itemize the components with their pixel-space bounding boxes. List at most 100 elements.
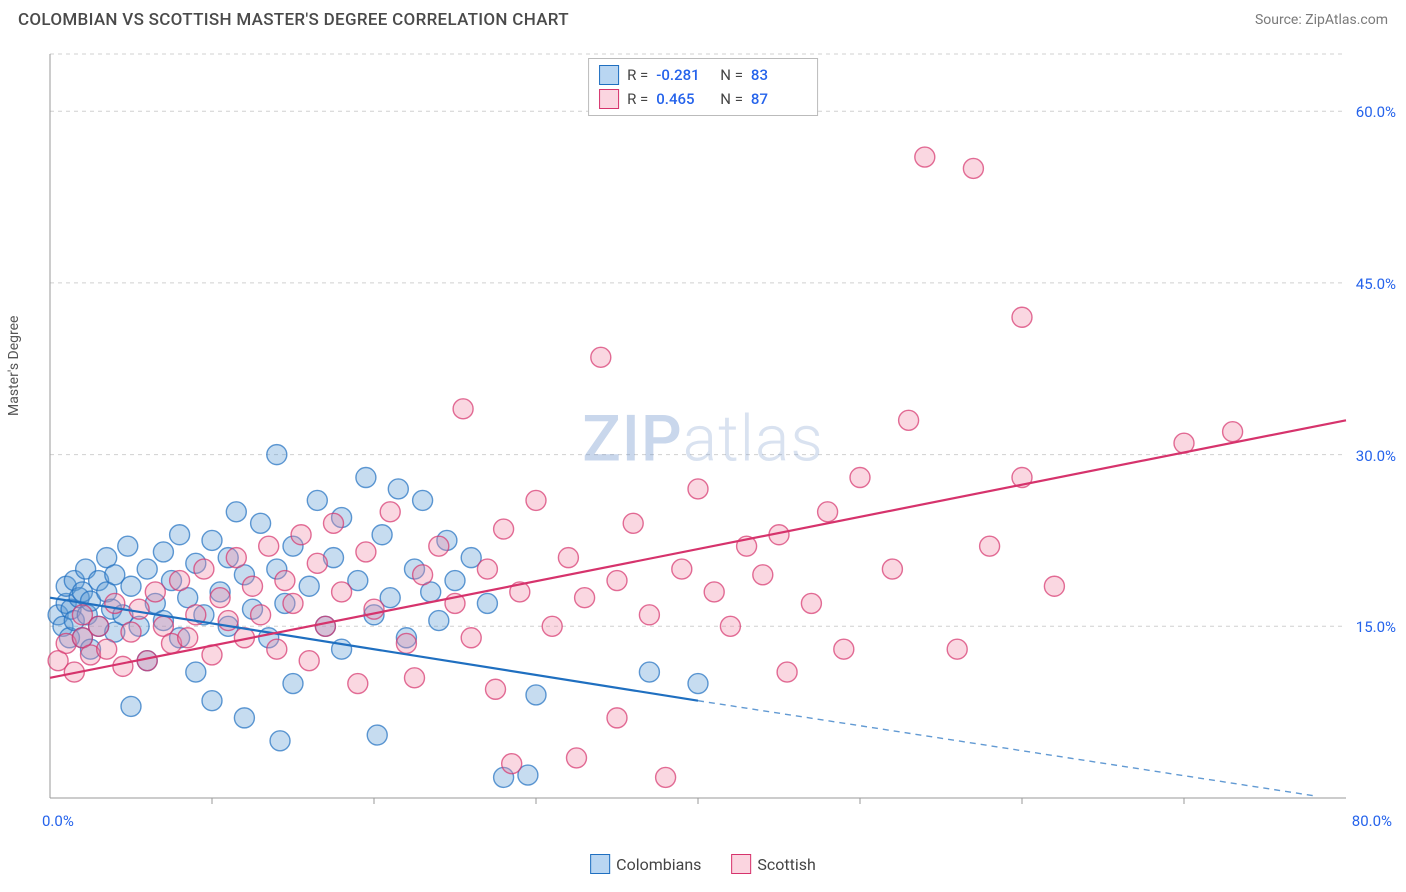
stats-legend: R =-0.281N =83R =0.465N =87 [588, 58, 818, 116]
data-point [145, 582, 165, 602]
data-point [129, 599, 149, 619]
chart-container: Master's Degree ZIPatlas R =-0.281N =83R… [0, 36, 1406, 876]
chart-header: COLOMBIAN VS SCOTTISH MASTER'S DEGREE CO… [0, 0, 1406, 36]
data-point [259, 536, 279, 556]
data-point [307, 490, 327, 510]
data-point [121, 696, 141, 716]
data-point [818, 502, 838, 522]
data-point [639, 662, 659, 682]
data-point [453, 399, 473, 419]
data-point [429, 536, 449, 556]
data-point [477, 559, 497, 579]
data-point [720, 616, 740, 636]
data-point [202, 691, 222, 711]
data-point [291, 525, 311, 545]
y-tick-label: 60.0% [1356, 103, 1396, 121]
data-point [283, 593, 303, 613]
data-point [251, 513, 271, 533]
data-point [704, 582, 724, 602]
data-point [567, 748, 587, 768]
data-point [801, 593, 821, 613]
data-point [526, 490, 546, 510]
x-max-label: 80.0% [1352, 812, 1392, 830]
stats-legend-row: R =0.465N =87 [599, 87, 807, 111]
scatter-plot [0, 36, 1406, 856]
legend-item: Scottish [731, 854, 815, 874]
data-point [639, 605, 659, 625]
legend-label: Scottish [757, 855, 815, 874]
y-tick-label: 30.0% [1356, 447, 1396, 465]
data-point [105, 593, 125, 613]
data-point [688, 674, 708, 694]
data-point [413, 565, 433, 585]
data-point [348, 674, 368, 694]
data-point [315, 616, 335, 636]
data-point [153, 542, 173, 562]
data-point [607, 571, 627, 591]
data-point [834, 639, 854, 659]
data-point [170, 571, 190, 591]
data-point [202, 530, 222, 550]
data-point [210, 588, 230, 608]
data-point [1044, 576, 1064, 596]
data-point [380, 502, 400, 522]
data-point [372, 525, 392, 545]
data-point [1012, 307, 1032, 327]
data-point [777, 662, 797, 682]
data-point [656, 767, 676, 787]
stats-n-value: 87 [751, 87, 807, 111]
data-point [558, 548, 578, 568]
legend-swatch [599, 65, 619, 85]
data-point [275, 571, 295, 591]
trend-line-extrapolated [698, 701, 1314, 796]
data-point [542, 616, 562, 636]
data-point [461, 628, 481, 648]
data-point [494, 519, 514, 539]
data-point [251, 605, 271, 625]
data-point [672, 559, 692, 579]
data-point [178, 628, 198, 648]
trend-line [50, 420, 1346, 678]
y-tick-label: 45.0% [1356, 275, 1396, 293]
data-point [980, 536, 1000, 556]
stats-r-label: R = [627, 87, 648, 111]
data-point [575, 588, 595, 608]
legend-swatch [599, 89, 619, 109]
data-point [1223, 422, 1243, 442]
data-point [429, 611, 449, 631]
data-point [396, 633, 416, 653]
data-point [121, 622, 141, 642]
data-point [486, 679, 506, 699]
data-point [89, 616, 109, 636]
data-point [947, 639, 967, 659]
data-point [445, 571, 465, 591]
data-point [899, 410, 919, 430]
data-point [356, 542, 376, 562]
data-point [234, 708, 254, 728]
data-point [299, 651, 319, 671]
data-point [607, 708, 627, 728]
chart-title: COLOMBIAN VS SCOTTISH MASTER'S DEGREE CO… [18, 10, 569, 30]
data-point [963, 158, 983, 178]
series-legend: ColombiansScottish [590, 854, 816, 874]
stats-r-value: -0.281 [656, 63, 712, 87]
data-point [915, 147, 935, 167]
data-point [591, 347, 611, 367]
data-point [882, 559, 902, 579]
y-axis-label: Master's Degree [6, 316, 22, 416]
stats-r-value: 0.465 [656, 87, 712, 111]
data-point [283, 674, 303, 694]
data-point [477, 593, 497, 613]
data-point [623, 513, 643, 533]
y-tick-label: 15.0% [1356, 618, 1396, 636]
data-point [413, 490, 433, 510]
stats-n-label: N = [720, 63, 743, 87]
data-point [186, 662, 206, 682]
data-point [170, 525, 190, 545]
chart-source: Source: ZipAtlas.com [1255, 12, 1388, 28]
data-point [367, 725, 387, 745]
data-point [226, 502, 246, 522]
data-point [118, 536, 138, 556]
data-point [267, 639, 287, 659]
data-point [526, 685, 546, 705]
